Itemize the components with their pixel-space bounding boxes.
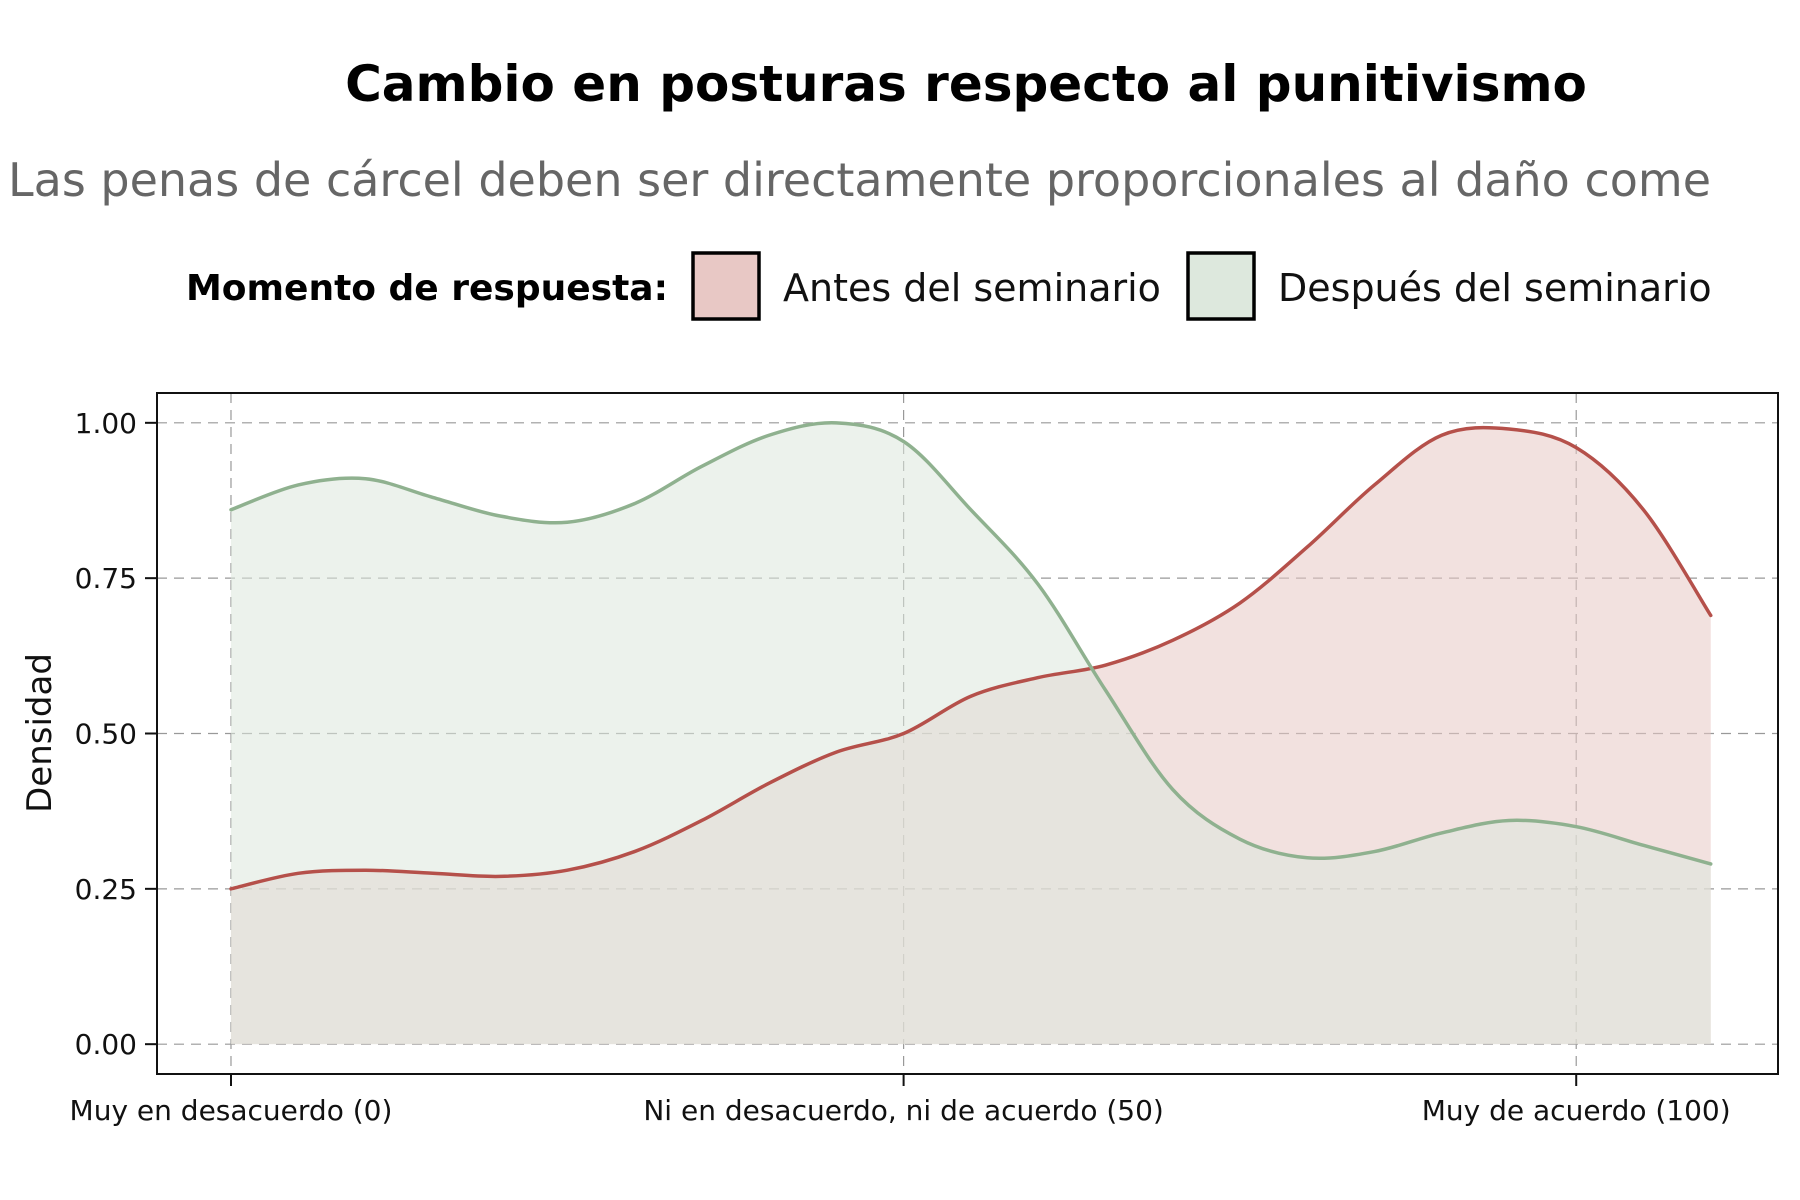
y-tick-label: 0.75 (75, 562, 137, 595)
y-tick-label: 0.50 (75, 718, 137, 751)
legend-label-antes: Antes del seminario (783, 266, 1161, 310)
plot-panel: 0.00 0.25 0.50 0.75 1.00 Muy en desacuerdo (0… (70, 392, 1779, 1127)
density-line-despues (229, 420, 1713, 866)
x-tick-label: Muy de acuerdo (100) (1422, 1094, 1731, 1127)
chart-title: Cambio en posturas respecto al punitivis… (345, 55, 1587, 113)
legend-label-despues: Después del seminario (1278, 266, 1712, 310)
legend-key-antes (691, 251, 761, 321)
legend-key-despues (1186, 251, 1256, 321)
density-area-despues (230, 422, 1711, 1045)
legend-title: Momento de respuesta: (186, 268, 668, 309)
axes: 0.00 0.25 0.50 0.75 1.00 Muy en desacuerdo (0… (70, 407, 1731, 1127)
y-axis-title: Densidad (20, 653, 60, 813)
x-tick-label: Muy en desacuerdo (0) (70, 1094, 393, 1127)
density-line-antes (229, 425, 1713, 891)
x-tick-label: Ni en desacuerdo, ni de acuerdo (50) (643, 1094, 1164, 1127)
density-series (229, 420, 1713, 1045)
y-tick-label: 0.00 (75, 1028, 137, 1061)
chart-subtitle: Las penas de cárcel deben ser directamen… (8, 153, 1711, 207)
legend: Momento de respuesta: Antes del seminari… (186, 251, 1712, 321)
y-tick-label: 0.25 (75, 873, 137, 906)
y-tick-label: 1.00 (75, 407, 137, 440)
